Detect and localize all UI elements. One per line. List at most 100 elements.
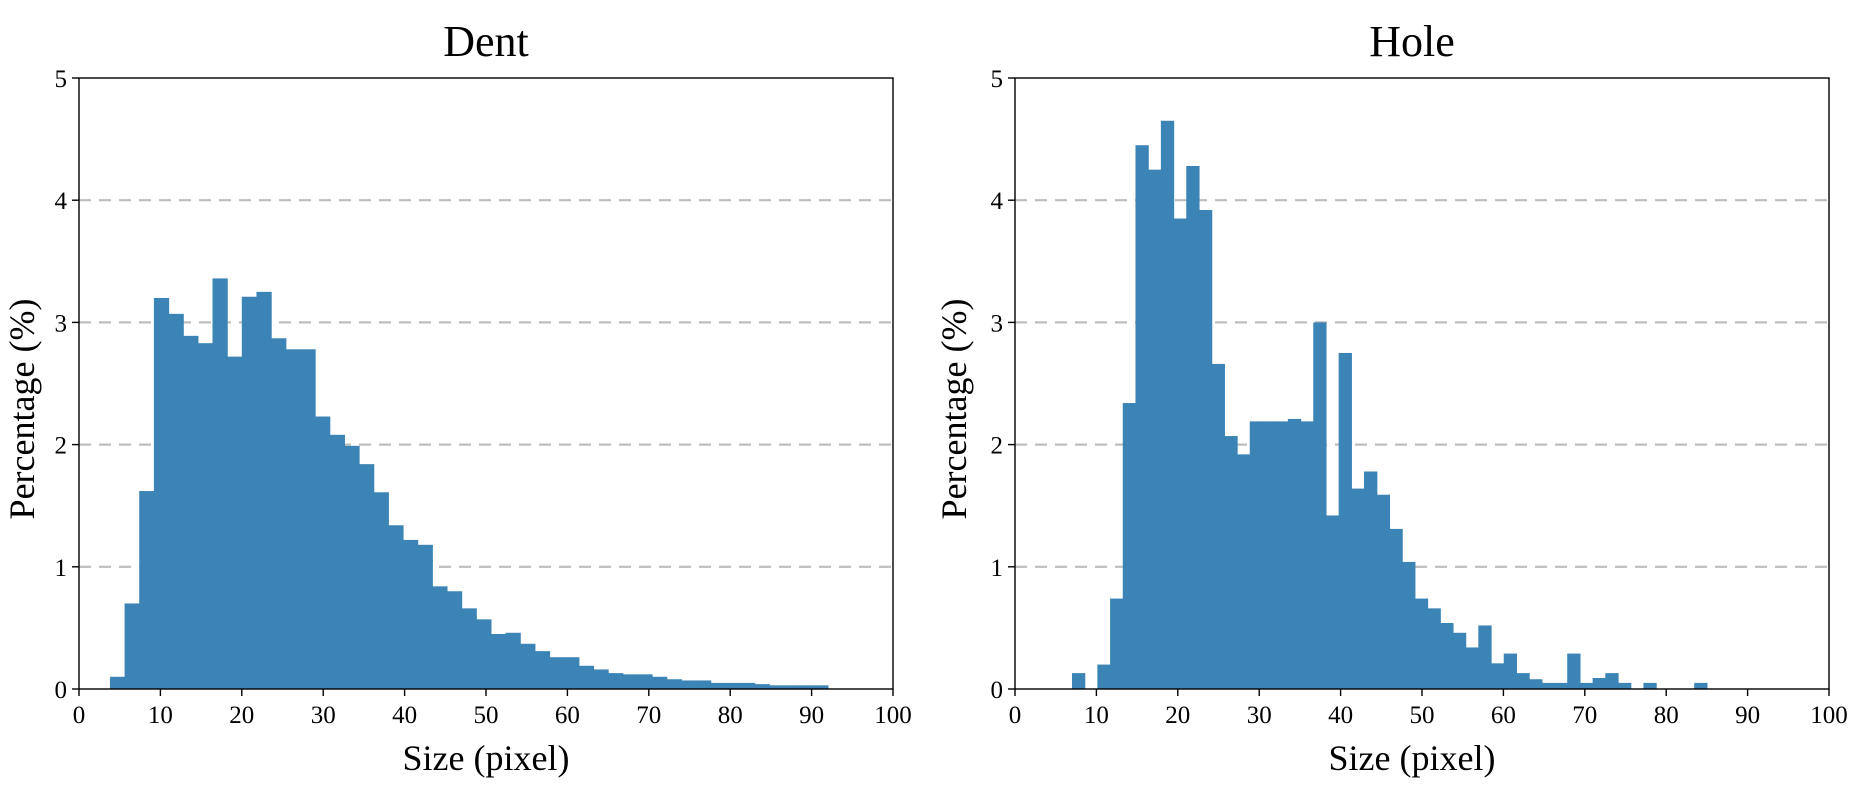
dent-bar [271, 338, 287, 689]
hole-ylabel: Percentage (%) [934, 299, 974, 520]
dent-y-tick-label: 5 [55, 66, 68, 93]
dent-bar [813, 685, 829, 689]
hole-bar [1694, 682, 1708, 689]
dent-x-tick-label: 80 [718, 702, 743, 729]
dent-bar [139, 491, 155, 689]
dent-x-tick-label: 10 [148, 702, 173, 729]
hole-bar [1148, 169, 1162, 689]
dent-y-tick-label: 0 [55, 677, 68, 704]
dent-bar [476, 619, 492, 689]
hole-bar [1160, 120, 1175, 689]
hole-bar [1427, 608, 1441, 689]
dent-bar [344, 445, 360, 689]
hole-bar [1579, 682, 1594, 689]
hole-x-tick-label: 40 [1328, 702, 1353, 729]
hole-bar [1237, 454, 1251, 689]
hole-x-tick-label: 20 [1165, 702, 1190, 729]
hole-bar [1478, 625, 1492, 689]
dent-bar [681, 680, 697, 689]
hole-bar [1122, 403, 1137, 689]
hole-bar [1541, 682, 1556, 689]
dent-x-tick-label: 70 [636, 702, 661, 729]
dent-bar [666, 679, 682, 689]
hole-x-tick-label: 90 [1735, 702, 1760, 729]
dent-bar [315, 416, 331, 689]
dent-bar [285, 349, 302, 689]
dent-bar [446, 591, 463, 689]
dent-y-tick-label: 1 [55, 555, 68, 582]
dent-x-tick-label: 0 [73, 702, 86, 729]
hole-bar [1198, 209, 1213, 689]
hole-bar [1452, 632, 1467, 689]
hole-plot-area: 0 10 20 30 40 50 60 70 80 90 100 0 1 2 3 4 5 [991, 66, 1848, 729]
hole-y-tick-label: 3 [991, 310, 1004, 337]
hole-bar [1643, 682, 1657, 689]
hole-panel: 0 10 20 30 40 50 60 70 80 90 100 0 1 2 3 4 5 Hole Size (p… [934, 17, 1848, 778]
hole-bar [1618, 682, 1632, 689]
dent-bar [622, 674, 639, 689]
dent-bar [578, 665, 595, 689]
hole-bar [1516, 673, 1530, 689]
dent-bar [124, 603, 140, 689]
dent-y-tick-label: 3 [55, 310, 68, 337]
hole-bar [1376, 494, 1391, 689]
hole-y-tick-label: 5 [991, 66, 1004, 93]
dent-bar [256, 291, 272, 689]
dent-bar [652, 676, 668, 689]
hole-bar [1300, 421, 1314, 689]
dent-x-tick-label: 50 [474, 702, 499, 729]
dent-bar [241, 296, 258, 689]
hole-y-tick-label: 2 [991, 433, 1004, 460]
dent-x-tick-label: 20 [229, 702, 254, 729]
dent-bar [388, 525, 404, 689]
dent-bar [725, 682, 741, 689]
hole-bar [1389, 528, 1403, 689]
dent-y-tick-label: 4 [55, 188, 68, 215]
hole-y-tick-label: 1 [991, 555, 1004, 582]
dent-xlabel: Size (pixel) [403, 738, 570, 778]
dent-bar [227, 356, 243, 689]
hole-bar [1402, 561, 1416, 689]
hole-bar [1186, 165, 1200, 689]
dent-bar [461, 608, 477, 689]
dent-ylabel: Percentage (%) [2, 299, 42, 520]
dent-panel: 0 10 20 30 40 50 60 70 80 90 100 0 1 2 3 4 5 Dent Size (p… [2, 17, 912, 778]
dent-bar [564, 657, 580, 689]
dent-bar [432, 586, 448, 689]
hole-x-tick-label: 30 [1247, 702, 1272, 729]
dent-bar [183, 335, 199, 689]
dent-bar [359, 464, 375, 689]
hole-bar [1351, 488, 1365, 689]
dent-bar [534, 651, 551, 689]
hole-bar [1325, 515, 1340, 689]
hole-y-tick-label: 4 [991, 188, 1004, 215]
dent-bar [754, 684, 770, 689]
dent-x-tick-label: 90 [799, 702, 824, 729]
hole-bar [1249, 421, 1264, 689]
dent-bar [549, 657, 565, 689]
hole-bar [1211, 363, 1225, 689]
hole-x-tick-label: 70 [1572, 702, 1597, 729]
dent-bar [153, 297, 170, 689]
dent-x-tick-label: 30 [311, 702, 336, 729]
hole-bar [1567, 653, 1581, 689]
hole-bar [1503, 653, 1518, 689]
hole-title: Hole [1369, 17, 1455, 66]
hole-bar [1224, 436, 1238, 689]
hole-bar [1313, 322, 1327, 689]
hole-bar [1554, 682, 1568, 689]
hole-x-tick-label: 0 [1009, 702, 1022, 729]
hole-bar [1414, 598, 1429, 689]
dent-plot-area: 0 10 20 30 40 50 60 70 80 90 100 0 1 2 3 4 5 [55, 66, 912, 729]
dent-bar [168, 313, 184, 689]
hole-bar [1173, 218, 1187, 689]
dent-x-tick-label: 100 [874, 702, 912, 729]
hole-bar [1275, 421, 1289, 689]
hole-bar [1110, 598, 1124, 689]
hole-bar [1071, 673, 1086, 689]
hole-bar [1440, 623, 1454, 689]
dent-bar [608, 673, 624, 689]
hole-bar [1592, 678, 1606, 689]
hole-x-tick-label: 60 [1491, 702, 1516, 729]
